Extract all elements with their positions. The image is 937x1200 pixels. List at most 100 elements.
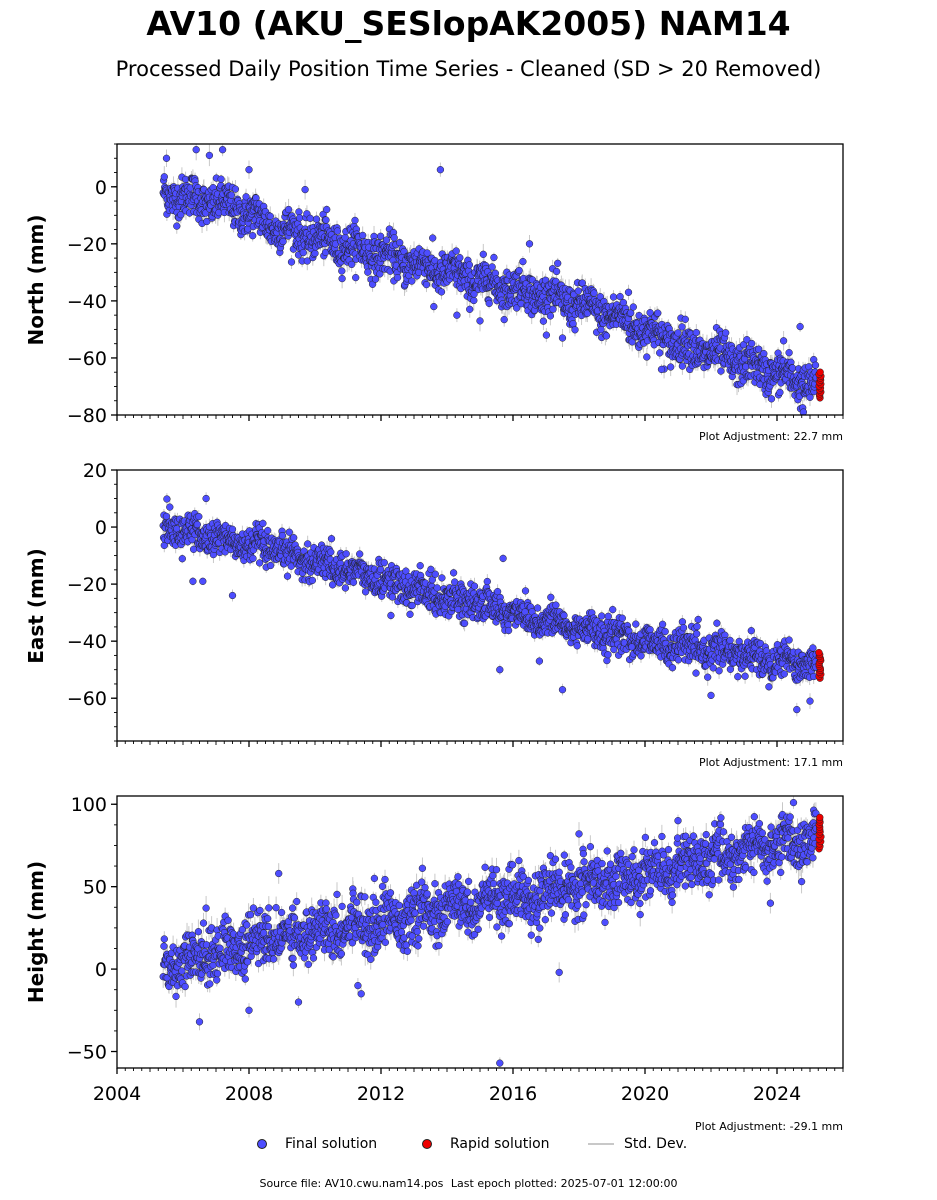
final-point [408, 277, 416, 285]
final-point [525, 240, 534, 248]
final-point [359, 231, 367, 240]
final-point [785, 349, 793, 357]
final-point [456, 254, 464, 262]
final-point [500, 315, 508, 324]
final-point [629, 303, 637, 311]
plot-area [159, 144, 825, 415]
final-point [519, 257, 527, 266]
final-point [717, 367, 725, 375]
final-point [429, 234, 437, 242]
chart-subtitle: Processed Daily Position Time Series - C… [115, 57, 822, 81]
final-point [628, 338, 636, 346]
final-point [479, 250, 487, 258]
final-point [811, 361, 820, 369]
final-point [160, 173, 168, 181]
final-point [656, 349, 664, 357]
final-point [333, 227, 342, 235]
final-point [667, 363, 675, 371]
final-point [231, 185, 240, 193]
final-point [227, 191, 236, 199]
final-point [422, 280, 431, 289]
final-point [338, 274, 346, 283]
final-point [217, 175, 225, 183]
final-point [476, 317, 484, 325]
final-point [242, 193, 250, 201]
final-point [382, 236, 391, 244]
final-point [430, 302, 438, 311]
final-point [767, 395, 776, 403]
final-point [312, 215, 321, 223]
final-point [470, 296, 478, 305]
final-point [162, 154, 171, 162]
final-point [513, 304, 521, 312]
final-point [546, 312, 555, 320]
final-point [722, 329, 730, 337]
final-point [338, 267, 346, 275]
final-point [351, 216, 359, 225]
chart-title: AV10 (AKU_SESlopAK2005) NAM14 [146, 4, 791, 43]
final-point [574, 287, 582, 295]
final-point [323, 205, 331, 214]
final-point [569, 320, 577, 328]
final-point [303, 257, 311, 265]
y-tick-label: −20 [67, 234, 107, 256]
final-point [177, 211, 185, 219]
final-point [306, 214, 314, 222]
final-point [466, 305, 474, 313]
final-point [552, 267, 561, 276]
y-tick-label: −80 [67, 405, 107, 427]
final-point [371, 275, 380, 283]
final-point [488, 263, 496, 271]
final-point [616, 292, 624, 301]
final-point [515, 266, 523, 275]
panel-1: 0 −20 −40 −60 −80 North (mm) Plot Adjustment: … [24, 143, 844, 443]
final-point [609, 293, 618, 301]
final-point [554, 259, 562, 267]
final-point [245, 166, 253, 174]
final-point [249, 232, 257, 240]
plot-adjustment-label: Plot Adjustment: 22.7 mm [699, 430, 843, 443]
final-point [578, 279, 586, 287]
y-tick-label: 0 [95, 177, 107, 199]
final-point [799, 408, 808, 415]
plot-area [159, 492, 825, 717]
final-point [692, 328, 700, 337]
final-point [796, 322, 804, 331]
final-point [558, 334, 567, 342]
final-point [485, 299, 493, 308]
final-point [436, 166, 445, 174]
y-tick-label: −40 [67, 291, 107, 313]
final-point [352, 273, 360, 282]
final-point [654, 309, 662, 317]
final-point [590, 289, 598, 297]
final-point [678, 362, 687, 370]
final-point [390, 234, 398, 242]
final-point [681, 315, 689, 323]
x-ticks [116, 415, 844, 421]
final-point [643, 353, 651, 361]
final-point [173, 222, 181, 230]
final-point [539, 317, 548, 325]
final-point [396, 238, 404, 247]
final-point [299, 248, 307, 257]
final-point [788, 364, 797, 372]
final-point [678, 323, 686, 331]
final-point [806, 393, 814, 401]
final-point [423, 249, 431, 257]
final-point [674, 329, 682, 337]
final-point [490, 253, 498, 262]
final-point [266, 212, 274, 220]
final-point [748, 339, 756, 348]
final-point [542, 331, 551, 339]
rapid-point [816, 368, 824, 376]
final-point [311, 249, 319, 257]
final-point [453, 311, 461, 319]
final-point [287, 258, 296, 266]
final-point [284, 205, 293, 214]
final-point [571, 326, 579, 334]
final-point [549, 305, 557, 313]
final-point [364, 268, 372, 276]
final-point [776, 388, 784, 397]
final-point [218, 146, 227, 154]
